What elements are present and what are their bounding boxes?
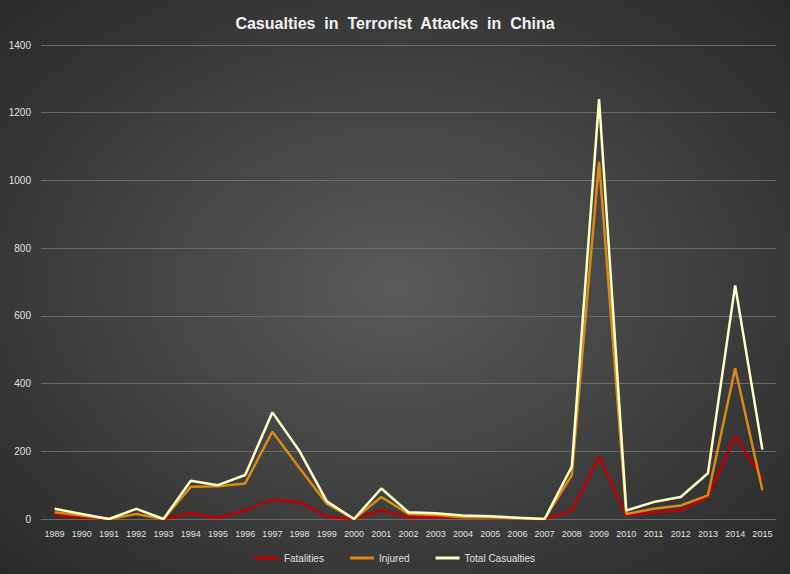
svg-text:2007: 2007 [535,529,555,539]
svg-text:2001: 2001 [371,529,391,539]
svg-text:2012: 2012 [671,529,691,539]
svg-text:2003: 2003 [426,529,446,539]
svg-text:1200: 1200 [9,107,32,118]
svg-text:2000: 2000 [344,529,364,539]
svg-text:1995: 1995 [208,529,228,539]
svg-text:1994: 1994 [181,529,201,539]
svg-text:1991: 1991 [99,529,119,539]
svg-text:800: 800 [14,243,31,254]
svg-text:Injured: Injured [379,553,410,564]
svg-text:2005: 2005 [480,529,500,539]
svg-text:Casualties in Terrorist Att: Casualties in Terrorist Attacks in China [235,15,554,32]
svg-text:1998: 1998 [290,529,310,539]
svg-text:Fatalities: Fatalities [284,553,324,564]
svg-text:1992: 1992 [126,529,146,539]
svg-text:2009: 2009 [589,529,609,539]
svg-text:2014: 2014 [725,529,745,539]
svg-text:200: 200 [14,446,31,457]
svg-text:1990: 1990 [72,529,92,539]
svg-text:1400: 1400 [9,40,32,51]
svg-text:600: 600 [14,310,31,321]
svg-text:400: 400 [14,378,31,389]
svg-text:1999: 1999 [317,529,337,539]
svg-text:2004: 2004 [453,529,473,539]
svg-text:2008: 2008 [562,529,582,539]
svg-text:Total Casualties: Total Casualties [465,553,536,564]
svg-text:2010: 2010 [616,529,636,539]
svg-text:1989: 1989 [45,529,65,539]
svg-text:2006: 2006 [507,529,527,539]
svg-text:2011: 2011 [644,529,663,539]
svg-text:0: 0 [25,514,31,525]
svg-text:1000: 1000 [9,175,32,186]
svg-text:1996: 1996 [235,529,255,539]
svg-text:1997: 1997 [262,529,282,539]
svg-text:2013: 2013 [698,529,718,539]
svg-text:2002: 2002 [398,529,418,539]
svg-text:1993: 1993 [153,529,173,539]
svg-text:2015: 2015 [752,529,772,539]
